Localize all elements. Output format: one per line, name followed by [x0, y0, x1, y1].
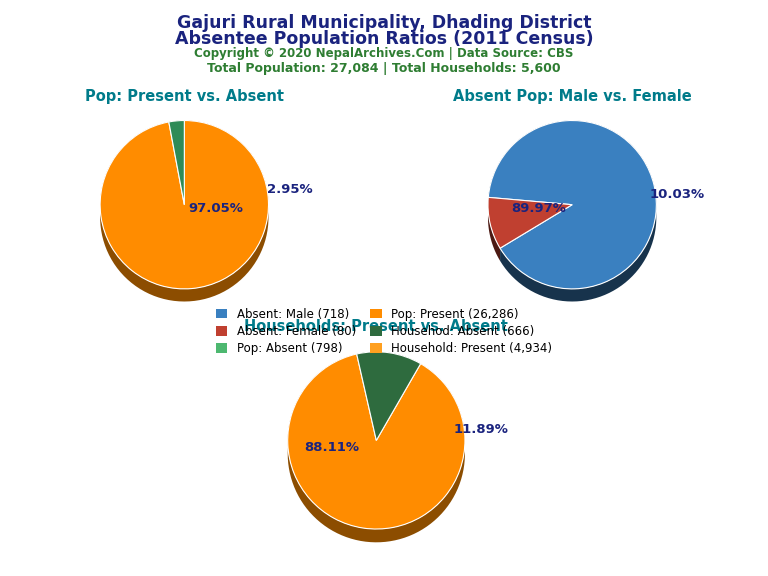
Polygon shape: [169, 120, 184, 135]
Text: Total Population: 27,084 | Total Households: 5,600: Total Population: 27,084 | Total Househo…: [207, 62, 561, 75]
Text: 10.03%: 10.03%: [650, 188, 705, 201]
Polygon shape: [488, 198, 500, 261]
Wedge shape: [100, 120, 269, 289]
Polygon shape: [100, 120, 269, 301]
Text: 89.97%: 89.97%: [511, 202, 566, 215]
Wedge shape: [169, 120, 184, 204]
Wedge shape: [288, 354, 465, 529]
Text: 2.95%: 2.95%: [266, 183, 313, 196]
Text: Copyright © 2020 NepalArchives.Com | Data Source: CBS: Copyright © 2020 NepalArchives.Com | Dat…: [194, 47, 574, 60]
Polygon shape: [356, 352, 421, 377]
Wedge shape: [488, 198, 572, 248]
Text: 11.89%: 11.89%: [453, 423, 508, 436]
Title: Households: Present vs. Absent: Households: Present vs. Absent: [244, 319, 508, 334]
Title: Pop: Present vs. Absent: Pop: Present vs. Absent: [84, 89, 284, 104]
Title: Absent Pop: Male vs. Female: Absent Pop: Male vs. Female: [453, 89, 691, 104]
Legend: Absent: Male (718), Absent: Female (80), Pop: Absent (798), Pop: Present (26,286: Absent: Male (718), Absent: Female (80),…: [216, 308, 552, 355]
Text: 97.05%: 97.05%: [189, 202, 243, 215]
Wedge shape: [488, 120, 657, 289]
Polygon shape: [288, 354, 465, 543]
Text: Gajuri Rural Municipality, Dhading District: Gajuri Rural Municipality, Dhading Distr…: [177, 14, 591, 32]
Polygon shape: [488, 120, 657, 301]
Text: 88.11%: 88.11%: [305, 441, 359, 454]
Wedge shape: [356, 352, 421, 441]
Text: Absentee Population Ratios (2011 Census): Absentee Population Ratios (2011 Census): [174, 30, 594, 48]
